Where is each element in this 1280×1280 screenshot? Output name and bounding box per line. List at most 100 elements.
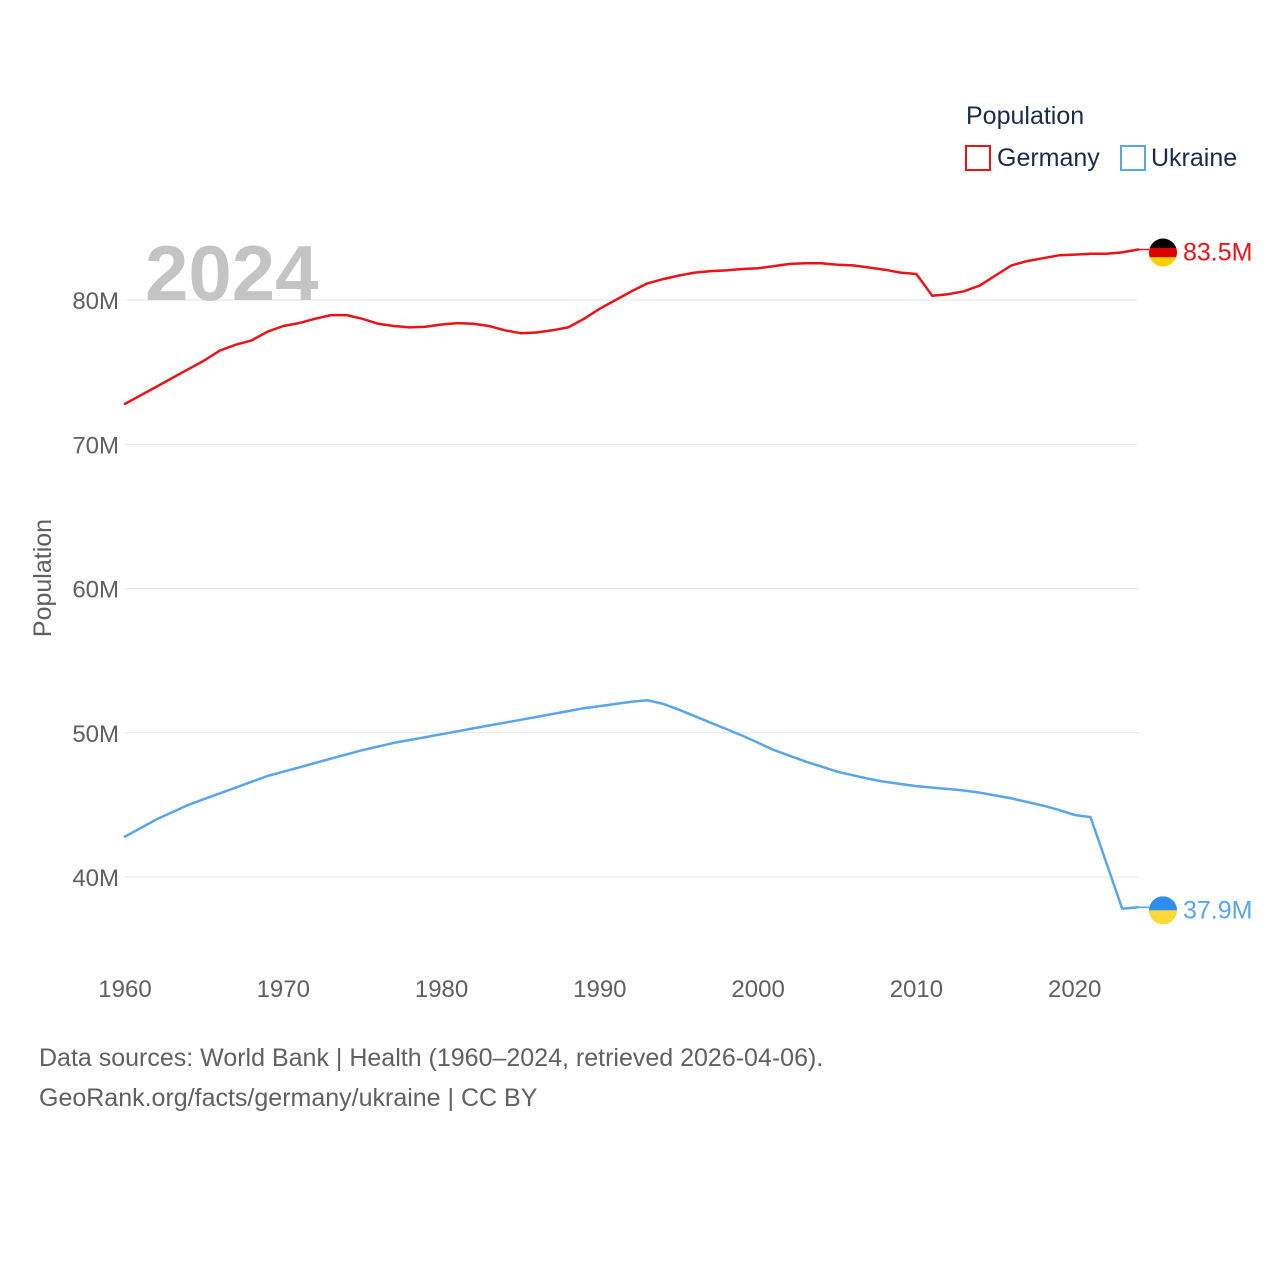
legend[interactable]: Population Germany Ukraine [965, 102, 1237, 172]
data-point-germany[interactable] [723, 267, 729, 273]
data-point-germany[interactable] [803, 260, 809, 266]
data-point-ukraine[interactable] [913, 783, 919, 789]
data-point-germany[interactable] [169, 375, 175, 381]
data-point-ukraine[interactable] [739, 733, 745, 739]
data-point-ukraine[interactable] [708, 720, 714, 726]
data-point-ukraine[interactable] [1024, 799, 1030, 805]
data-point-germany[interactable] [660, 276, 666, 282]
data-point-germany[interactable] [945, 291, 951, 297]
data-point-ukraine[interactable] [803, 759, 809, 765]
data-point-germany[interactable] [328, 312, 334, 318]
data-point-germany[interactable] [264, 329, 270, 335]
data-point-ukraine[interactable] [502, 720, 508, 726]
data-point-germany[interactable] [518, 330, 524, 336]
data-point-germany[interactable] [1088, 251, 1094, 257]
data-point-ukraine[interactable] [296, 764, 302, 770]
data-point-germany[interactable] [1008, 262, 1014, 268]
data-point-germany[interactable] [882, 267, 888, 273]
data-point-ukraine[interactable] [961, 787, 967, 793]
data-point-ukraine[interactable] [169, 809, 175, 815]
data-point-ukraine[interactable] [518, 717, 524, 723]
legend-label-ukraine[interactable]: Ukraine [1151, 144, 1237, 172]
data-point-germany[interactable] [1024, 258, 1030, 264]
data-point-ukraine[interactable] [375, 743, 381, 749]
data-point-germany[interactable] [787, 261, 793, 267]
data-point-ukraine[interactable] [201, 796, 207, 802]
data-point-ukraine[interactable] [217, 790, 223, 796]
data-point-germany[interactable] [1103, 251, 1109, 257]
data-point-germany[interactable] [644, 280, 650, 286]
data-point-germany[interactable] [597, 306, 603, 312]
data-point-ukraine[interactable] [328, 756, 334, 762]
data-point-germany[interactable] [581, 316, 587, 322]
data-point-germany[interactable] [1056, 252, 1062, 258]
data-point-ukraine[interactable] [138, 825, 144, 831]
data-point-germany[interactable] [344, 312, 350, 318]
data-point-germany[interactable] [486, 323, 492, 329]
data-point-ukraine[interactable] [1040, 803, 1046, 809]
data-point-ukraine[interactable] [660, 701, 666, 707]
data-point-ukraine[interactable] [534, 714, 540, 720]
data-point-germany[interactable] [423, 324, 429, 330]
data-point-germany[interactable] [755, 265, 761, 271]
data-point-ukraine[interactable] [454, 728, 460, 734]
data-point-germany[interactable] [454, 320, 460, 326]
data-point-germany[interactable] [676, 272, 682, 278]
data-point-germany[interactable] [613, 297, 619, 303]
data-point-germany[interactable] [233, 342, 239, 348]
data-point-ukraine[interactable] [565, 708, 571, 714]
data-point-ukraine[interactable] [1088, 814, 1094, 820]
data-point-ukraine[interactable] [945, 786, 951, 792]
data-point-ukraine[interactable] [549, 711, 555, 717]
data-point-ukraine[interactable] [1103, 860, 1109, 866]
data-point-ukraine[interactable] [233, 785, 239, 791]
data-point-ukraine[interactable] [391, 740, 397, 746]
data-point-ukraine[interactable] [834, 769, 840, 775]
data-point-ukraine[interactable] [122, 834, 128, 840]
data-point-ukraine[interactable] [423, 734, 429, 740]
data-point-germany[interactable] [866, 265, 872, 271]
data-point-germany[interactable] [929, 293, 935, 299]
data-point-ukraine[interactable] [1119, 906, 1125, 912]
data-point-germany[interactable] [249, 337, 255, 343]
legend-label-germany[interactable]: Germany [997, 144, 1100, 172]
data-point-germany[interactable] [534, 329, 540, 335]
data-point-germany[interactable] [185, 366, 191, 372]
data-point-germany[interactable] [977, 283, 983, 289]
legend-swatch-ukraine[interactable] [1120, 145, 1146, 171]
data-point-ukraine[interactable] [866, 776, 872, 782]
data-point-ukraine[interactable] [676, 707, 682, 713]
data-point-germany[interactable] [312, 316, 318, 322]
data-point-ukraine[interactable] [249, 779, 255, 785]
data-point-germany[interactable] [470, 321, 476, 327]
data-point-germany[interactable] [154, 384, 160, 390]
data-point-ukraine[interactable] [644, 697, 650, 703]
series-line-germany[interactable] [123, 248, 1140, 406]
data-point-ukraine[interactable] [1056, 807, 1062, 813]
data-point-ukraine[interactable] [850, 772, 856, 778]
data-point-ukraine[interactable] [359, 747, 365, 753]
data-point-ukraine[interactable] [818, 764, 824, 770]
data-point-ukraine[interactable] [280, 769, 286, 775]
data-point-germany[interactable] [359, 316, 365, 322]
data-point-germany[interactable] [834, 262, 840, 268]
data-point-germany[interactable] [898, 270, 904, 276]
data-point-ukraine[interactable] [629, 699, 635, 705]
data-point-germany[interactable] [391, 323, 397, 329]
data-point-germany[interactable] [375, 321, 381, 327]
data-point-germany[interactable] [217, 347, 223, 353]
data-point-germany[interactable] [502, 327, 508, 333]
data-point-ukraine[interactable] [993, 792, 999, 798]
data-point-germany[interactable] [913, 271, 919, 277]
data-point-germany[interactable] [1119, 249, 1125, 255]
data-point-ukraine[interactable] [692, 713, 698, 719]
data-point-ukraine[interactable] [344, 751, 350, 757]
series-line-ukraine[interactable] [123, 699, 1140, 910]
legend-item-germany[interactable]: Germany [965, 144, 1100, 172]
data-point-germany[interactable] [692, 270, 698, 276]
data-point-germany[interactable] [122, 401, 128, 407]
data-point-ukraine[interactable] [755, 740, 761, 746]
data-point-germany[interactable] [850, 262, 856, 268]
footer-attribution[interactable]: GeoRank.org/facts/germany/ukraine | CC B… [39, 1084, 538, 1112]
data-point-ukraine[interactable] [723, 726, 729, 732]
